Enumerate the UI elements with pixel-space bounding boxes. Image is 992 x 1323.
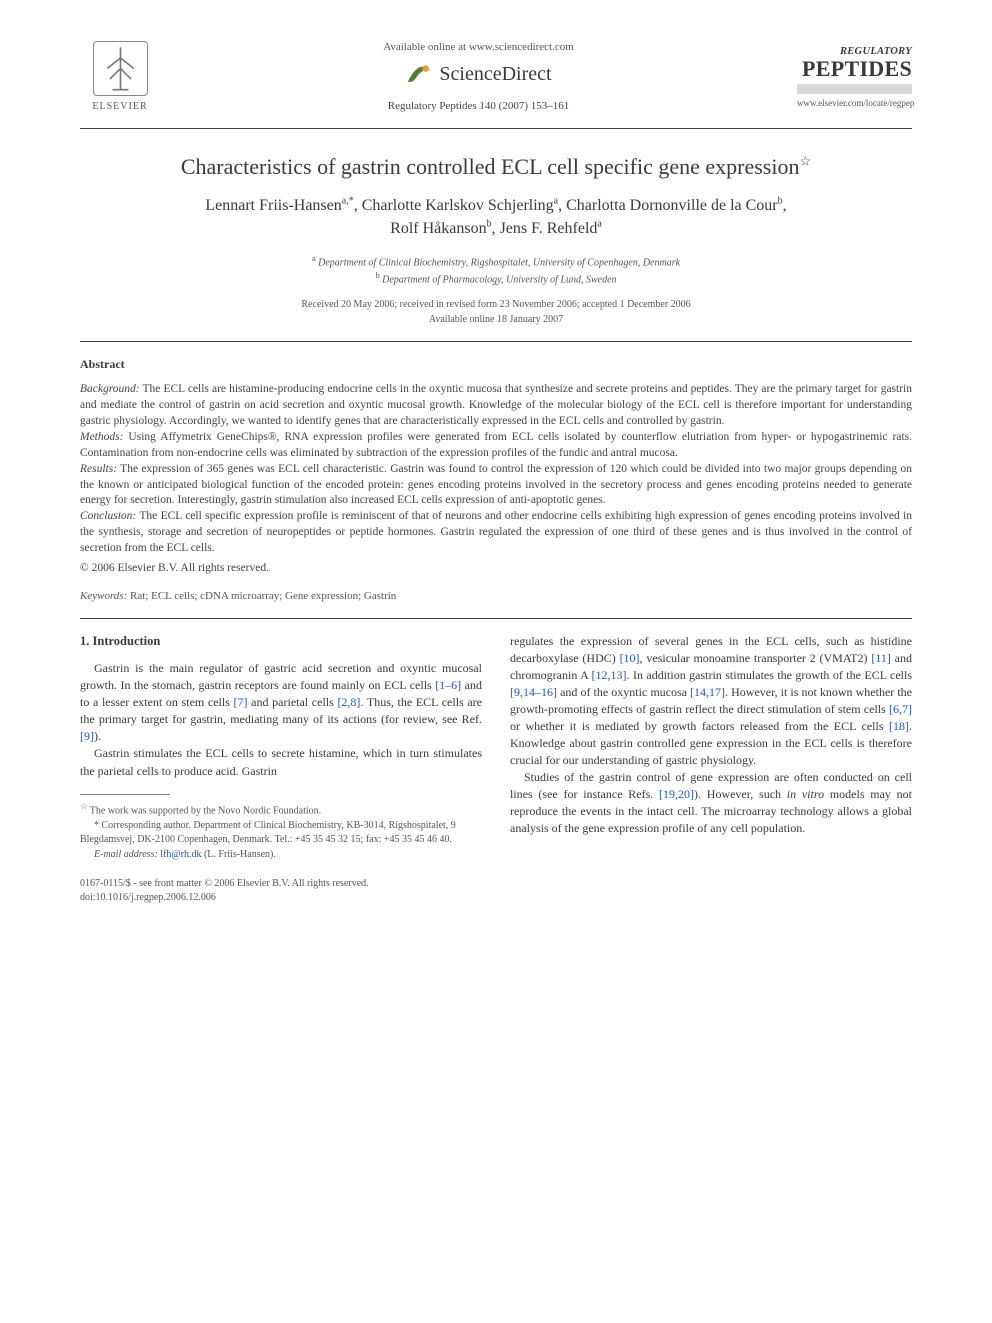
intro-cont-g: or whether it is mediated by growth fact… <box>510 719 889 733</box>
received-dates: Received 20 May 2006; received in revise… <box>301 299 690 310</box>
ref-7[interactable]: [7] <box>234 695 248 709</box>
ref-2-8[interactable]: [2,8] <box>337 695 360 709</box>
available-online-text: Available online at www.sciencedirect.co… <box>160 40 797 55</box>
ref-11[interactable]: [11] <box>871 651 891 665</box>
email-lead: E-mail address: <box>94 849 158 860</box>
ref-10[interactable]: [10] <box>620 651 640 665</box>
author-1: Lennart Friis-Hansen <box>205 197 341 214</box>
divider-pre-abstract <box>80 341 912 342</box>
elsevier-logo: ELSEVIER <box>80 41 160 114</box>
article-dates: Received 20 May 2006; received in revise… <box>80 298 912 327</box>
journal-peptides-text: PEPTIDES <box>797 59 912 80</box>
section-1-heading: 1. Introduction <box>80 633 482 651</box>
title-text: Characteristics of gastrin controlled EC… <box>181 154 800 179</box>
abstract-heading: Abstract <box>80 356 912 372</box>
results-lead: Results: <box>80 463 117 475</box>
author-4: Rolf Håkanson <box>390 220 486 237</box>
author-2: , Charlotte Karlskov Schjerling <box>354 197 554 214</box>
footnotes-block: ☆ The work was supported by the Novo Nor… <box>80 801 482 862</box>
divider-top <box>80 128 912 129</box>
affiliations: a Department of Clinical Biochemistry, R… <box>80 253 912 289</box>
intro-cont-b: , vesicular monoamine transporter 2 (VMA… <box>640 651 872 665</box>
ref-12-13[interactable]: [12,13] <box>592 668 627 682</box>
elsevier-label: ELSEVIER <box>92 100 147 114</box>
methods-text: Using Affymetrix GeneChips®, RNA express… <box>80 431 912 459</box>
sciencedirect-text: ScienceDirect <box>439 61 551 88</box>
background-lead: Background: <box>80 383 140 395</box>
abstract-copyright: © 2006 Elsevier B.V. All rights reserved… <box>80 561 912 577</box>
in-vitro-ital: in vitro <box>787 787 824 801</box>
fn-funding: The work was supported by the Novo Nordi… <box>87 805 321 816</box>
elsevier-tree-icon <box>93 41 148 96</box>
available-online-date: Available online 18 January 2007 <box>429 314 563 325</box>
sciencedirect-logo: ScienceDirect <box>160 61 797 89</box>
ref-9-14-16[interactable]: [9,14–16] <box>510 685 557 699</box>
ref-9[interactable]: [9] <box>80 729 94 743</box>
intro-cont-d: . In addition gastrin stimulates the gro… <box>627 668 912 682</box>
background-text: The ECL cells are histamine-producing en… <box>80 383 912 427</box>
divider-post-abstract <box>80 618 912 619</box>
affil-b: Department of Pharmacology, University o… <box>380 275 617 286</box>
right-column: regulates the expression of several gene… <box>510 633 912 863</box>
abstract-body: Background: The ECL cells are histamine-… <box>80 382 912 576</box>
authors-block: Lennart Friis-Hansena,*, Charlotte Karls… <box>80 194 912 240</box>
intro-p1-e: ). <box>94 729 101 743</box>
author-5-affil: a <box>597 219 601 230</box>
article-title: Characteristics of gastrin controlled EC… <box>80 153 912 181</box>
journal-cover-logo: REGULATORY PEPTIDES www.elsevier.com/loc… <box>797 45 912 109</box>
results-text: The expression of 365 genes was ECL cell… <box>80 463 912 507</box>
body-columns: 1. Introduction Gastrin is the main regu… <box>80 633 912 863</box>
ref-14-17[interactable]: [14,17] <box>690 685 725 699</box>
author-1-affil: a, <box>342 196 349 207</box>
left-column: 1. Introduction Gastrin is the main regu… <box>80 633 482 863</box>
title-footnote-star: ☆ <box>799 153 811 168</box>
conclusion-text: The ECL cell specific expression profile… <box>80 510 912 554</box>
intro-p1-a: Gastrin is the main regulator of gastric… <box>80 661 482 692</box>
keywords-lead: Keywords: <box>80 590 127 602</box>
footnote-rule <box>80 794 170 795</box>
keywords-text: Rat; ECL cells; cDNA microarray; Gene ex… <box>127 590 396 602</box>
sciencedirect-swoosh-icon <box>405 61 433 89</box>
email-link[interactable]: lfh@rh.dk <box>158 849 202 860</box>
author-5: , Jens F. Rehfeld <box>492 220 598 237</box>
intro-p1-c: and parietal cells <box>248 695 338 709</box>
ref-1-6[interactable]: [1–6] <box>435 678 461 692</box>
fn-corr-text: Corresponding author. Department of Clin… <box>80 820 456 845</box>
page-footer: 0167-0115/$ - see front matter © 2006 El… <box>80 877 912 905</box>
author-3: , Charlotta Dornonville de la Cour <box>558 197 778 214</box>
keywords-block: Keywords: Rat; ECL cells; cDNA microarra… <box>80 589 912 604</box>
affil-a: Department of Clinical Biochemistry, Rig… <box>316 257 680 268</box>
methods-lead: Methods: <box>80 431 123 443</box>
ref-6-7[interactable]: [6,7] <box>889 702 912 716</box>
email-tail: (L. Friis-Hansen). <box>201 849 275 860</box>
journal-citation: Regulatory Peptides 140 (2007) 153–161 <box>160 99 797 114</box>
center-header: Available online at www.sciencedirect.co… <box>160 40 797 114</box>
intro-cont-e: and of the oxyntic mucosa <box>557 685 690 699</box>
page-header: ELSEVIER Available online at www.science… <box>80 40 912 114</box>
conclusion-lead: Conclusion: <box>80 510 136 522</box>
journal-url: www.elsevier.com/locate/regpep <box>797 97 912 109</box>
ref-18[interactable]: [18] <box>889 719 909 733</box>
journal-gray-bar <box>797 84 912 94</box>
front-matter-text: 0167-0115/$ - see front matter © 2006 El… <box>80 878 369 889</box>
ref-19-20[interactable]: [19,20] <box>659 787 694 801</box>
intro-p3-b: ). However, such <box>694 787 787 801</box>
doi-text: doi:10.1016/j.regpep.2006.12.006 <box>80 892 216 903</box>
intro-p2: Gastrin stimulates the ECL cells to secr… <box>80 745 482 779</box>
author-sep: , <box>783 197 787 214</box>
